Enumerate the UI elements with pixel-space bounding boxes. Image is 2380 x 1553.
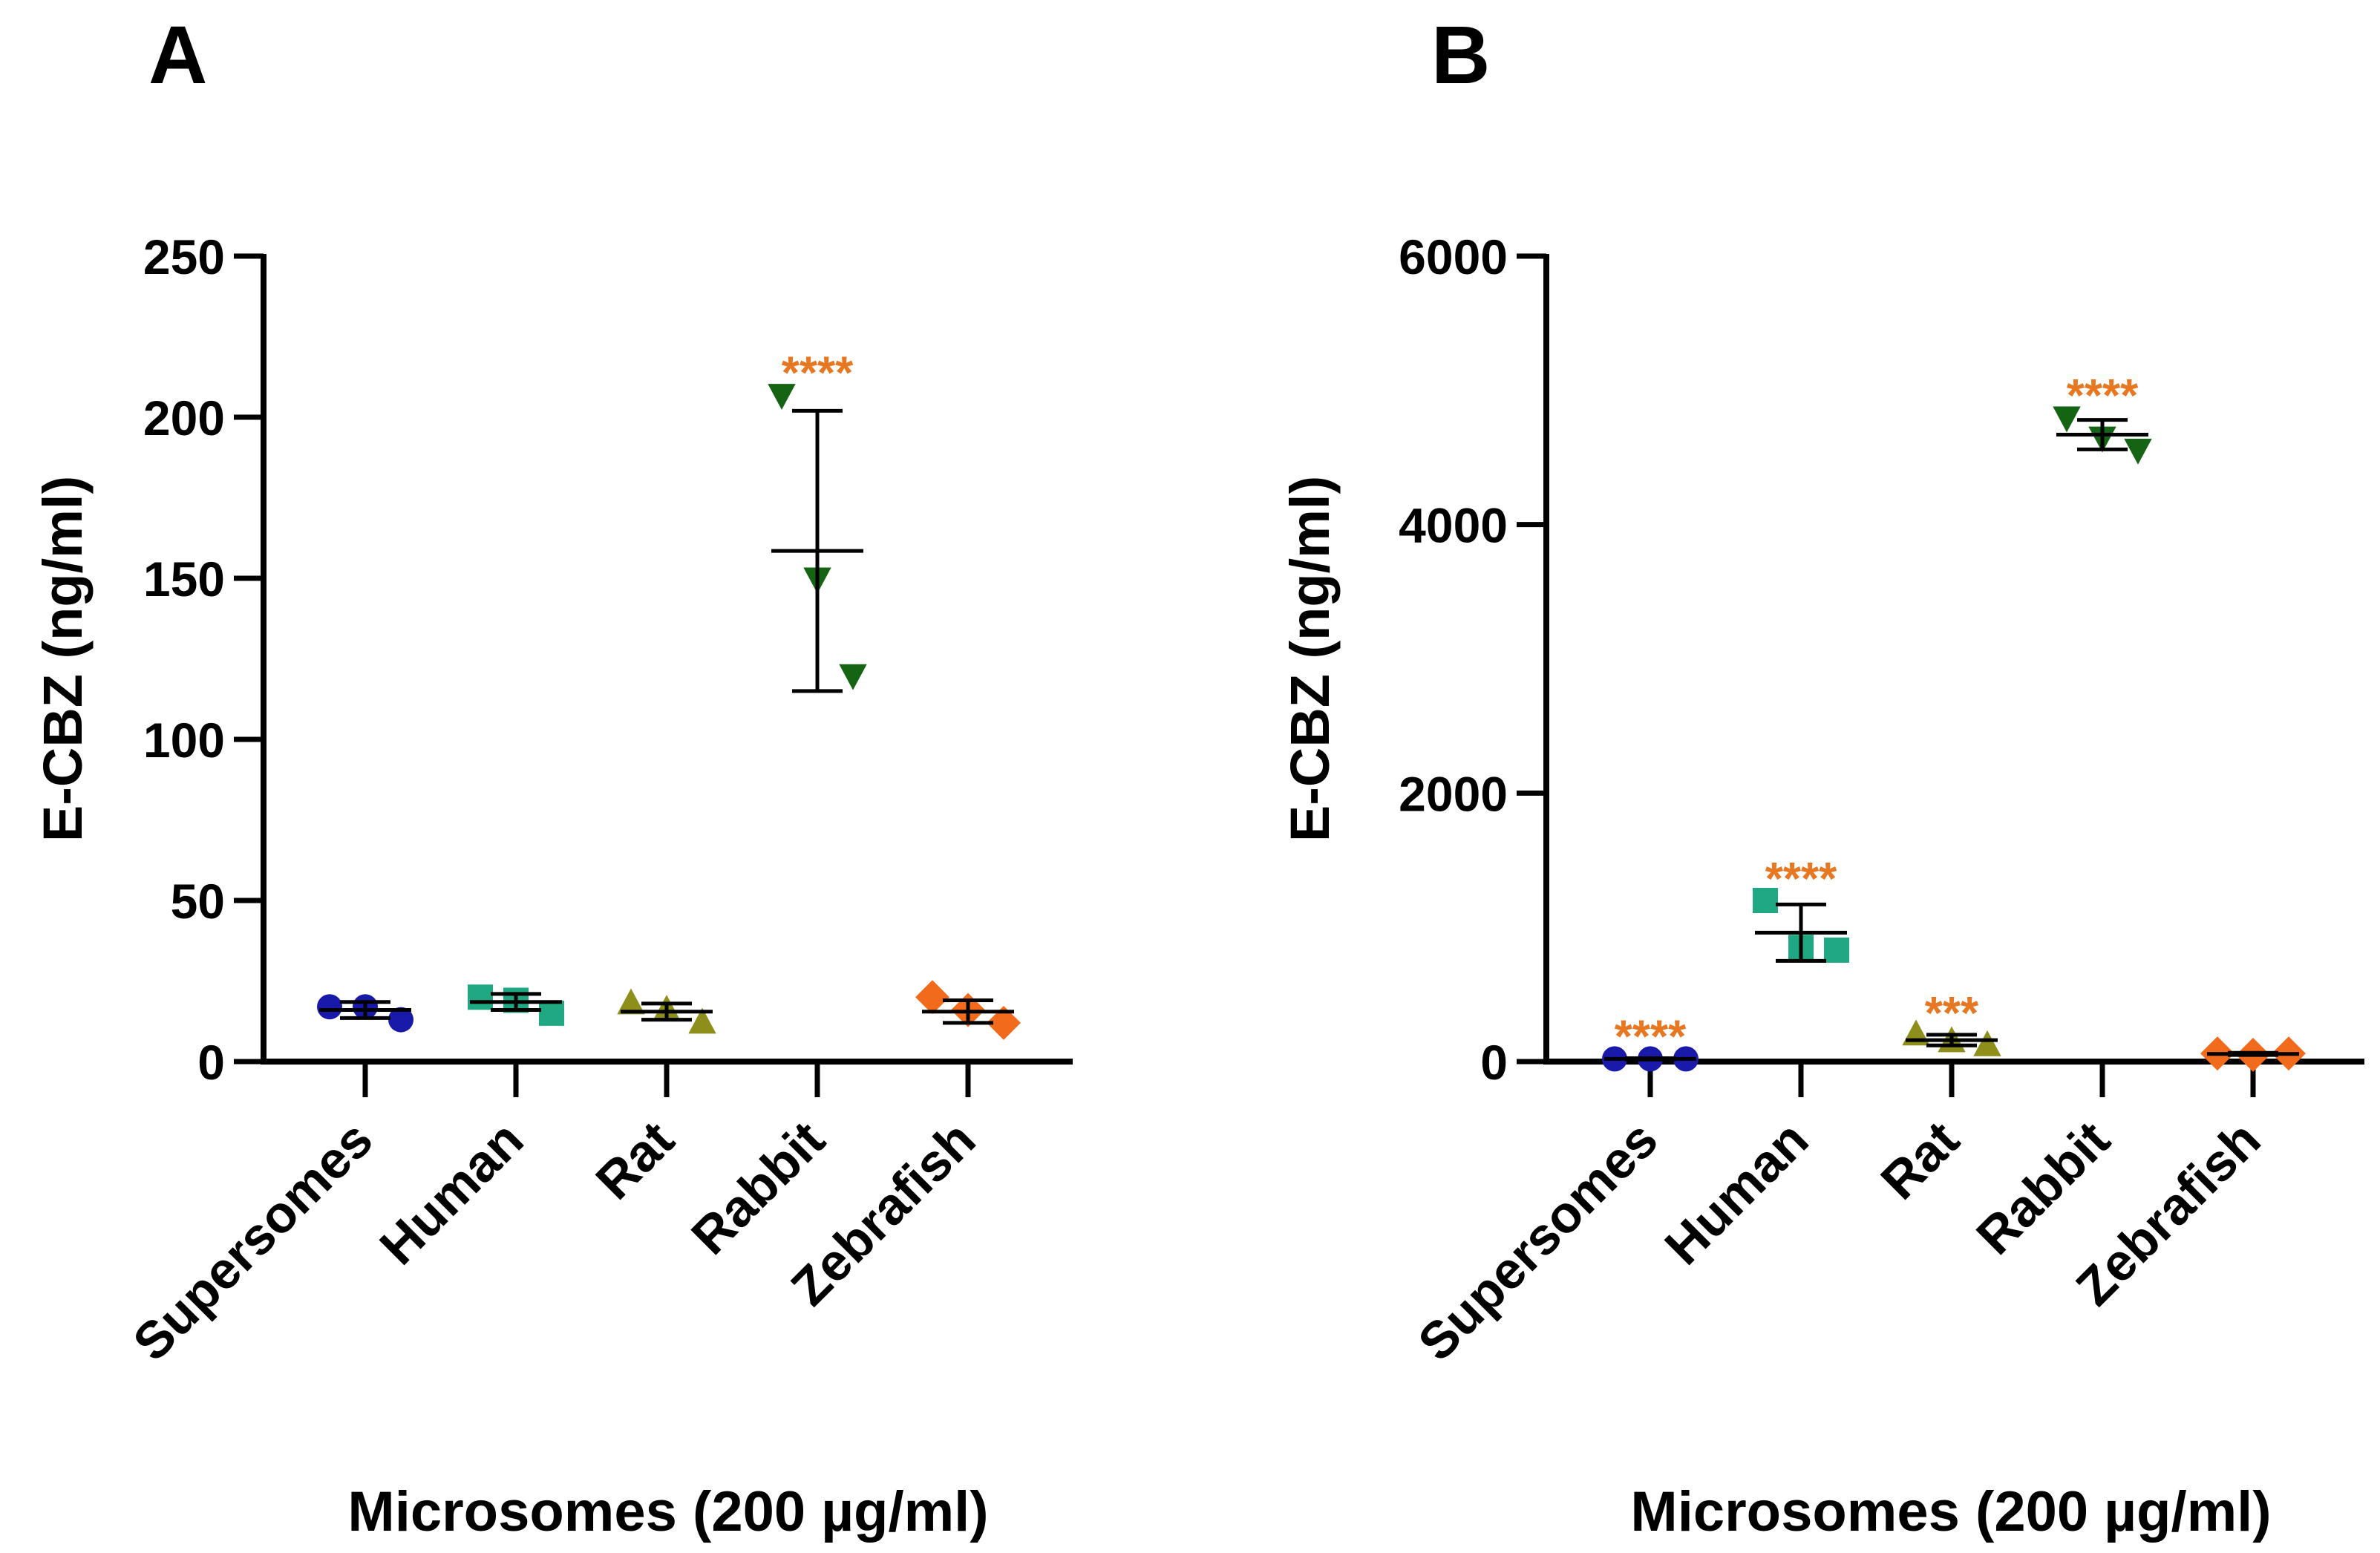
significance-stars: ****: [1765, 854, 1837, 905]
y-axis-label: E-CBZ (ng/ml): [32, 476, 94, 842]
x-axis-label: Microsomes (200 µg/ml): [1630, 1480, 2271, 1543]
x-tick-label-human: Human: [1654, 1110, 1820, 1275]
x-tick-label-rat: Rat: [585, 1110, 685, 1210]
y-tick-label: 200: [143, 390, 225, 445]
data-point: [839, 664, 867, 690]
data-point: [539, 1000, 564, 1026]
series-zebrafish: [2200, 1036, 2306, 1072]
x-tick-label-rat: Rat: [1870, 1110, 1970, 1210]
series-human: [468, 984, 564, 1026]
series-rat: [617, 988, 716, 1034]
x-tick-label-supersomes: Supersomes: [1407, 1110, 1668, 1371]
data-point: [388, 1007, 413, 1033]
x-tick-label-supersomes: Supersomes: [122, 1110, 383, 1371]
x-axis-label: Microsomes (200 µg/ml): [347, 1480, 988, 1543]
y-tick-label: 2000: [1399, 766, 1508, 821]
data-point: [915, 980, 949, 1015]
data-point: [2124, 438, 2152, 465]
series-supersomes: ****: [1602, 1011, 1699, 1072]
series-supersomes: [317, 994, 413, 1033]
data-point: [768, 384, 796, 411]
series-rat: ***: [1902, 988, 2001, 1056]
data-point: [1824, 937, 1849, 963]
x-tick-label-rabbit: Rabbit: [1965, 1110, 2120, 1265]
data-point: [617, 988, 645, 1015]
y-tick-label: 250: [143, 229, 225, 284]
y-tick-label: 100: [143, 713, 225, 768]
chart-panel-a: 0 50 100 150 200 250 E-CBZ (ng/ml) Microsomes (…: [32, 229, 1073, 1543]
data-point: [468, 984, 493, 1010]
y-tick-label: 6000: [1399, 229, 1508, 284]
significance-stars: ****: [782, 348, 854, 399]
series-rabbit: ****: [2053, 370, 2152, 465]
data-point: [2053, 406, 2081, 433]
y-tick-label: 0: [1480, 1035, 1508, 1090]
series-zebrafish: [915, 980, 1021, 1040]
data-point: [1753, 888, 1778, 913]
significance-stars: ****: [2067, 370, 2139, 422]
series-rabbit: ****: [768, 348, 867, 693]
data-point: [1973, 1030, 2001, 1056]
panel-letter-b: B: [1431, 10, 1491, 101]
y-tick-label: 50: [171, 874, 225, 929]
significance-stars: ***: [1925, 988, 1979, 1039]
y-tick-label: 4000: [1399, 498, 1508, 553]
series-human: ****: [1753, 854, 1849, 963]
y-axis-label: E-CBZ (ng/ml): [1279, 476, 1341, 842]
data-point: [987, 1005, 1021, 1040]
x-tick-label-human: Human: [369, 1110, 534, 1275]
panel-letter-a: A: [148, 10, 208, 101]
y-tick-label: 150: [143, 552, 225, 607]
significance-stars: ****: [1615, 1011, 1687, 1062]
x-tick-label-rabbit: Rabbit: [680, 1110, 835, 1265]
data-point: [317, 994, 342, 1020]
data-point: [688, 1007, 716, 1034]
y-tick-label: 0: [197, 1035, 225, 1090]
chart-panel-b: 0 2000 4000 6000 E-CBZ (ng/ml) Microsomes (20…: [1279, 229, 2364, 1543]
